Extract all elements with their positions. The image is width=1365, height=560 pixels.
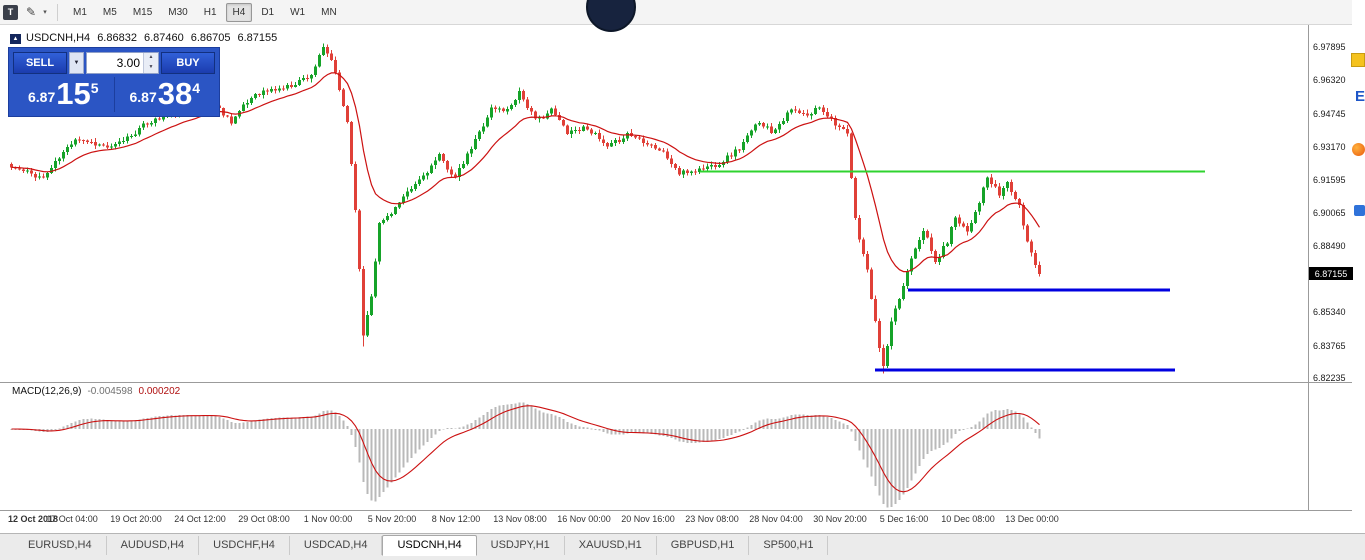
timeframe-button-m30[interactable]: M30 xyxy=(168,6,188,18)
price-axis-label: 6.85340 xyxy=(1313,307,1346,317)
symbol-tab-usdcadh4[interactable]: USDCAD,H4 xyxy=(290,536,383,555)
trade-panel-collapse-icon[interactable]: ▲ xyxy=(10,34,21,44)
symbol-tab-xauusdh1[interactable]: XAUUSD,H1 xyxy=(565,536,657,555)
time-axis-label: 23 Nov 08:00 xyxy=(685,514,739,524)
time-axis-label: 5 Dec 16:00 xyxy=(879,514,929,524)
timeframe-button-m1[interactable]: M1 xyxy=(73,6,87,18)
buy-price-big: 38 xyxy=(157,76,193,111)
volume-stepper[interactable]: ▲ ▼ xyxy=(143,53,158,73)
macd-signal-value: 0.000202 xyxy=(138,386,181,397)
sell-price-pipette: 5 xyxy=(90,80,99,96)
open-value: 6.86832 xyxy=(97,32,137,44)
desktop-icon-strip: E xyxy=(1351,25,1365,525)
symbol-tab-audusdh4[interactable]: AUDUSD,H4 xyxy=(107,536,200,555)
timeframe-button-m15[interactable]: M15 xyxy=(132,6,153,18)
macd-chart-svg[interactable] xyxy=(8,383,1308,510)
indicator-separator[interactable] xyxy=(0,382,1352,383)
chevron-down-icon: ▼ xyxy=(144,63,158,73)
time-axis-label: 8 Nov 12:00 xyxy=(431,514,481,524)
sell-price[interactable]: 6.87 15 5 xyxy=(13,77,114,112)
time-axis-separator xyxy=(0,510,1352,511)
current-price-badge: 6.87155 xyxy=(1309,267,1353,280)
low-value: 6.86705 xyxy=(190,32,231,44)
timeframe-button-w1[interactable]: W1 xyxy=(290,6,306,18)
symbol-tab-usdchfh4[interactable]: USDCHF,H4 xyxy=(199,536,290,555)
chevron-down-icon: ▼ xyxy=(73,60,80,66)
symbol-tab-gbpusdh1[interactable]: GBPUSD,H1 xyxy=(657,536,750,555)
macd-main-value: -0.004598 xyxy=(87,386,133,397)
time-axis-label: 12 Oct 2018 xyxy=(8,514,59,524)
timeframe-button-h4[interactable]: H4 xyxy=(225,2,253,22)
price-axis-label: 6.91595 xyxy=(1313,175,1346,185)
time-axis-label: 17 Oct 04:00 xyxy=(46,514,98,524)
price-axis[interactable]: 6.87155 0.01190.00-0.02774 6.978956.9632… xyxy=(1309,25,1354,510)
symbol-tab-usdjpyh1[interactable]: USDJPY,H1 xyxy=(477,536,565,555)
time-axis-label: 5 Nov 20:00 xyxy=(367,514,417,524)
sell-price-big: 15 xyxy=(56,76,91,111)
price-axis-label: 6.97895 xyxy=(1313,42,1346,52)
macd-indicator-label: MACD(12,26,9) -0.004598 0.000202 xyxy=(12,386,180,397)
pen-tool-icon[interactable]: ✎ xyxy=(25,5,37,19)
symbol-tab-bar: EURUSD,H4 AUDUSD,H4 USDCHF,H4 USDCAD,H4 USDC… xyxy=(0,533,1365,560)
time-axis-label: 20 Nov 16:00 xyxy=(621,514,675,524)
buy-button[interactable]: BUY xyxy=(161,52,215,74)
symbol-tab-usdcnhh4[interactable]: USDCNH,H4 xyxy=(382,535,477,556)
toolbar: T ✎ ▾ M1 M5 M15 M30 H1 H4 D1 W1 MN xyxy=(0,0,1352,25)
symbol-label: USDCNH,H4 xyxy=(26,32,91,44)
price-axis-label: 6.90065 xyxy=(1313,208,1346,218)
price-axis-label: 6.82235 xyxy=(1313,373,1346,383)
chevron-down-icon[interactable]: ▾ xyxy=(43,9,47,16)
sell-price-prefix: 6.87 xyxy=(27,89,56,105)
blue-app-icon[interactable] xyxy=(1354,205,1365,216)
edge-browser-icon[interactable]: E xyxy=(1354,88,1365,105)
time-axis[interactable]: 12 Oct 2018 17 Oct 04:00 19 Oct 20:00 24 Oc… xyxy=(0,513,1352,530)
macd-name: MACD(12,26,9) xyxy=(12,386,82,397)
time-axis-label: 29 Oct 08:00 xyxy=(238,514,290,524)
symbol-tab-eurusdh4[interactable]: EURUSD,H4 xyxy=(14,536,107,555)
chart-ohlc-title: USDCNH,H4 6.86832 6.87460 6.86705 6.8715… xyxy=(26,32,277,44)
sell-button[interactable]: SELL xyxy=(13,52,67,74)
price-scale-border xyxy=(1308,25,1309,511)
price-axis-label: 6.83765 xyxy=(1313,341,1346,351)
timeframe-button-m5[interactable]: M5 xyxy=(102,6,117,18)
price-axis-label: 6.94745 xyxy=(1313,109,1346,119)
volume-dropdown-button[interactable]: ▼ xyxy=(69,52,84,74)
high-value: 6.87460 xyxy=(143,32,184,44)
volume-input[interactable]: 3.00 ▲ ▼ xyxy=(86,52,159,74)
time-axis-label: 28 Nov 04:00 xyxy=(749,514,803,524)
folder-icon[interactable] xyxy=(1351,53,1365,67)
time-axis-label: 13 Dec 00:00 xyxy=(1005,514,1059,524)
symbol-tab-sp500h1[interactable]: SP500,H1 xyxy=(749,536,829,555)
volume-value: 3.00 xyxy=(116,56,140,70)
price-axis-label: 6.96320 xyxy=(1313,75,1346,85)
app-icon[interactable]: T xyxy=(3,4,18,20)
price-axis-label: 6.93170 xyxy=(1313,142,1346,152)
price-axis-label: 6.88490 xyxy=(1313,241,1346,251)
timeframe-button-d1[interactable]: D1 xyxy=(261,6,275,18)
time-axis-label: 16 Nov 00:00 xyxy=(557,514,611,524)
buy-price-pipette: 4 xyxy=(192,80,201,96)
firefox-browser-icon[interactable] xyxy=(1352,143,1365,156)
one-click-trading-panel: SELL ▼ 3.00 ▲ ▼ BUY 6.87 15 5 6.87 38 4 xyxy=(8,47,220,117)
time-axis-label: 19 Oct 20:00 xyxy=(110,514,162,524)
toolbar-separator xyxy=(57,3,58,21)
buy-price[interactable]: 6.87 38 4 xyxy=(113,76,216,112)
timeframe-button-mn[interactable]: MN xyxy=(321,6,337,18)
time-axis-label: 24 Oct 12:00 xyxy=(174,514,226,524)
time-axis-label: 30 Nov 20:00 xyxy=(813,514,867,524)
time-axis-label: 1 Nov 00:00 xyxy=(303,514,353,524)
chevron-up-icon: ▲ xyxy=(144,53,158,63)
time-axis-label: 10 Dec 08:00 xyxy=(941,514,995,524)
timeframe-bar: M1 M5 M15 M30 H1 H4 D1 W1 MN xyxy=(65,2,345,22)
buy-price-prefix: 6.87 xyxy=(129,89,157,105)
price-chart-svg[interactable] xyxy=(8,25,1308,382)
timeframe-button-h1[interactable]: H1 xyxy=(203,6,217,18)
close-value: 6.87155 xyxy=(237,32,278,44)
time-axis-label: 13 Nov 08:00 xyxy=(493,514,547,524)
